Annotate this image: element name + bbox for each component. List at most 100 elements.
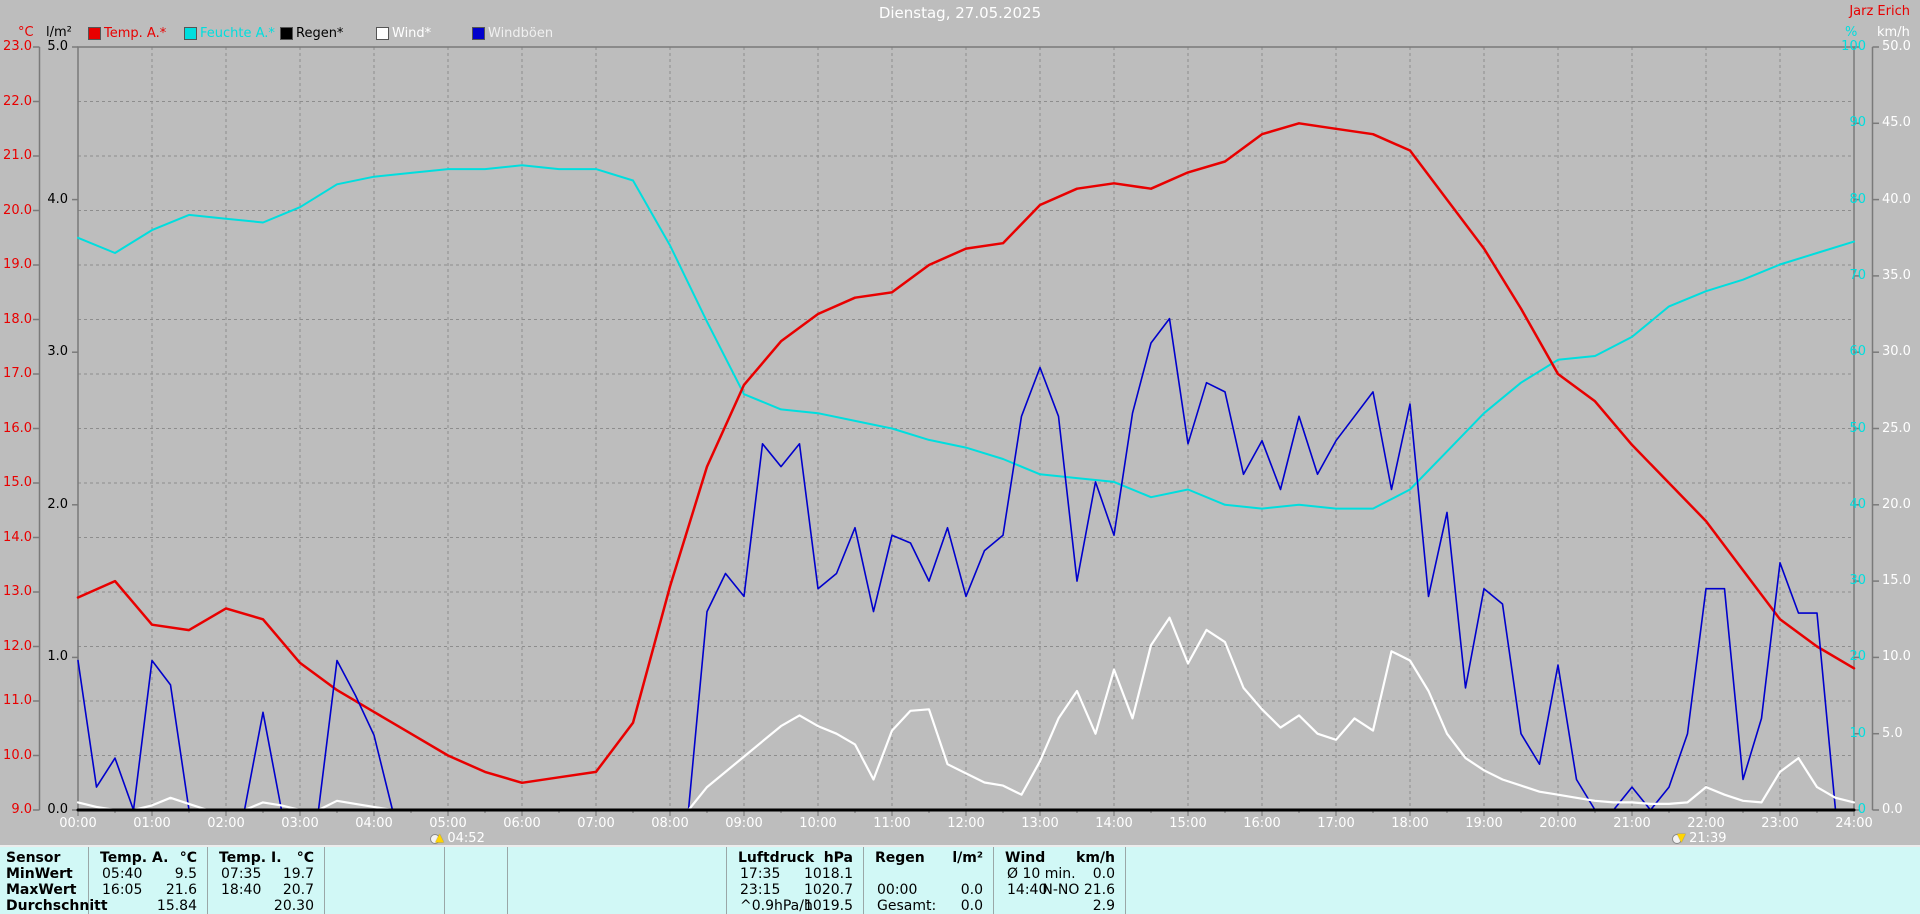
table-row-label: Sensor xyxy=(6,850,61,866)
y-axis-label-wind: 50.0 xyxy=(1882,39,1911,54)
y-axis-label-temp: 10.0 xyxy=(3,747,32,763)
x-axis-label-time: 09:00 xyxy=(725,816,763,831)
table-cell-value: N-NO 21.6 xyxy=(1042,882,1115,898)
table-cell-value: 21.6 xyxy=(165,882,197,898)
table-cell-value: 2.9 xyxy=(1092,898,1115,914)
table-cell-time: 16:05 xyxy=(102,882,143,898)
y-axis-label-temp: 13.0 xyxy=(3,584,32,599)
y-axis-label-temp: 23.0 xyxy=(3,39,32,54)
y-axis-label-humidity: 40 xyxy=(1849,496,1866,512)
x-axis-label-time: 18:00 xyxy=(1391,816,1429,831)
table-col-header: Temp. I. xyxy=(219,850,282,866)
x-axis-label-time: 21:00 xyxy=(1613,816,1651,831)
y-axis-label-wind: 0.0 xyxy=(1882,802,1903,817)
x-axis-label-time: 16:00 xyxy=(1243,816,1281,831)
y-axis-label-temp: 18.0 xyxy=(3,311,32,327)
y-axis-label-humidity: 0 xyxy=(1857,802,1866,817)
legend-label: Feuchte A.* xyxy=(200,26,275,41)
y-axis-label-wind: 30.0 xyxy=(1882,344,1911,360)
y-axis-label-rain: 4.0 xyxy=(47,191,68,207)
table-col-unit: °C xyxy=(179,850,197,866)
table-col-header: Wind xyxy=(1005,850,1046,866)
y-axis-label-wind: 10.0 xyxy=(1882,649,1911,665)
y-axis-label-humidity: 80 xyxy=(1849,191,1866,207)
series-temp-a- xyxy=(76,122,1856,785)
y-axis-label-temp: 19.0 xyxy=(3,257,32,272)
y-axis-label-wind: 15.0 xyxy=(1882,573,1911,589)
table-cell-value: 20.30 xyxy=(273,898,314,914)
sunset-arrow-icon: ▼ xyxy=(1677,831,1686,844)
table-col-unit: km/h xyxy=(1076,850,1115,866)
table-cell-value: 1020.7 xyxy=(804,882,853,898)
y-axis-label-temp: 15.0 xyxy=(3,475,32,490)
x-axis-label-time: 13:00 xyxy=(1021,816,1059,831)
x-axis-label-time: 19:00 xyxy=(1465,816,1503,831)
table-col-header: Regen xyxy=(875,850,925,866)
table-cell-value: 0.0 xyxy=(1092,866,1115,882)
humidity-axis-unit: % xyxy=(1845,25,1858,40)
table-row-label: MaxWert xyxy=(6,882,77,898)
sunset-time: 21:39 xyxy=(1689,831,1727,846)
y-axis-label-temp: 17.0 xyxy=(3,366,32,381)
table-separator xyxy=(207,847,208,914)
x-axis-label-time: 15:00 xyxy=(1169,816,1207,831)
y-axis-label-humidity: 60 xyxy=(1849,344,1866,360)
x-axis-label-time: 20:00 xyxy=(1539,816,1577,831)
table-cell-value: 15.84 xyxy=(156,898,197,914)
y-axis-label-temp: 12.0 xyxy=(3,638,32,654)
x-axis-label-time: 17:00 xyxy=(1317,816,1355,831)
table-col-unit: °C xyxy=(296,850,314,866)
table-separator xyxy=(324,847,325,914)
table-cell-value: 1019.5 xyxy=(804,898,853,914)
table-separator xyxy=(507,847,508,914)
x-axis-label-time: 24:00 xyxy=(1835,816,1873,831)
table-col-header: Luftdruck xyxy=(738,850,815,866)
y-axis-label-temp: 21.0 xyxy=(3,148,32,163)
y-axis-label-wind: 45.0 xyxy=(1882,115,1911,131)
y-axis-label-temp: 16.0 xyxy=(3,420,32,436)
wind-axis-unit: km/h xyxy=(1877,25,1910,40)
table-separator xyxy=(88,847,89,914)
y-axis-label-humidity: 30 xyxy=(1849,573,1866,589)
temp-axis-unit: °C xyxy=(18,25,34,40)
table-separator xyxy=(993,847,994,914)
y-axis-label-wind: 40.0 xyxy=(1882,191,1911,207)
x-axis-label-time: 22:00 xyxy=(1687,816,1725,831)
x-axis-label-time: 14:00 xyxy=(1095,816,1133,831)
x-axis-label-time: 08:00 xyxy=(651,816,689,831)
legend-label: Temp. A.* xyxy=(104,26,167,41)
y-axis-label-humidity: 50 xyxy=(1849,420,1866,436)
y-axis-label-rain: 1.0 xyxy=(47,649,68,665)
legend-swatch xyxy=(280,27,293,40)
table-row-label: Durchschnitt xyxy=(6,898,108,914)
table-cell-time: 07:35 xyxy=(221,866,262,882)
x-axis-label-time: 06:00 xyxy=(503,816,541,831)
x-axis-label-time: 00:00 xyxy=(59,816,97,831)
table-separator xyxy=(444,847,445,914)
table-cell-time: Gesamt: xyxy=(877,898,937,914)
table-cell-value: 9.5 xyxy=(174,866,197,882)
table-col-unit: l/m² xyxy=(952,850,983,866)
sunrise-arrow-icon: ▲ xyxy=(435,831,444,844)
y-axis-label-rain: 0.0 xyxy=(47,802,68,817)
legend-swatch xyxy=(184,27,197,40)
y-axis-label-wind: 25.0 xyxy=(1882,420,1911,436)
legend-swatch xyxy=(376,27,389,40)
y-axis-label-humidity: 100 xyxy=(1841,39,1866,54)
y-axis-label-wind: 35.0 xyxy=(1882,267,1911,283)
legend-label: Regen* xyxy=(296,26,344,41)
x-axis-label-time: 23:00 xyxy=(1761,816,1799,831)
x-axis-label-time: 03:00 xyxy=(281,816,319,831)
author-label: Jarz Erich xyxy=(1849,4,1910,19)
table-cell-value: 19.7 xyxy=(282,866,314,882)
x-axis-label-time: 07:00 xyxy=(577,816,615,831)
table-cell-time: 00:00 xyxy=(877,882,918,898)
table-col-header: Temp. A. xyxy=(100,850,169,866)
series-windb-en xyxy=(77,317,1855,811)
sun-disc-icon xyxy=(430,834,441,844)
x-axis-label-time: 11:00 xyxy=(873,816,911,831)
sunrise-time: 04:52 xyxy=(447,831,485,846)
x-axis-label-time: 05:00 xyxy=(429,816,467,831)
